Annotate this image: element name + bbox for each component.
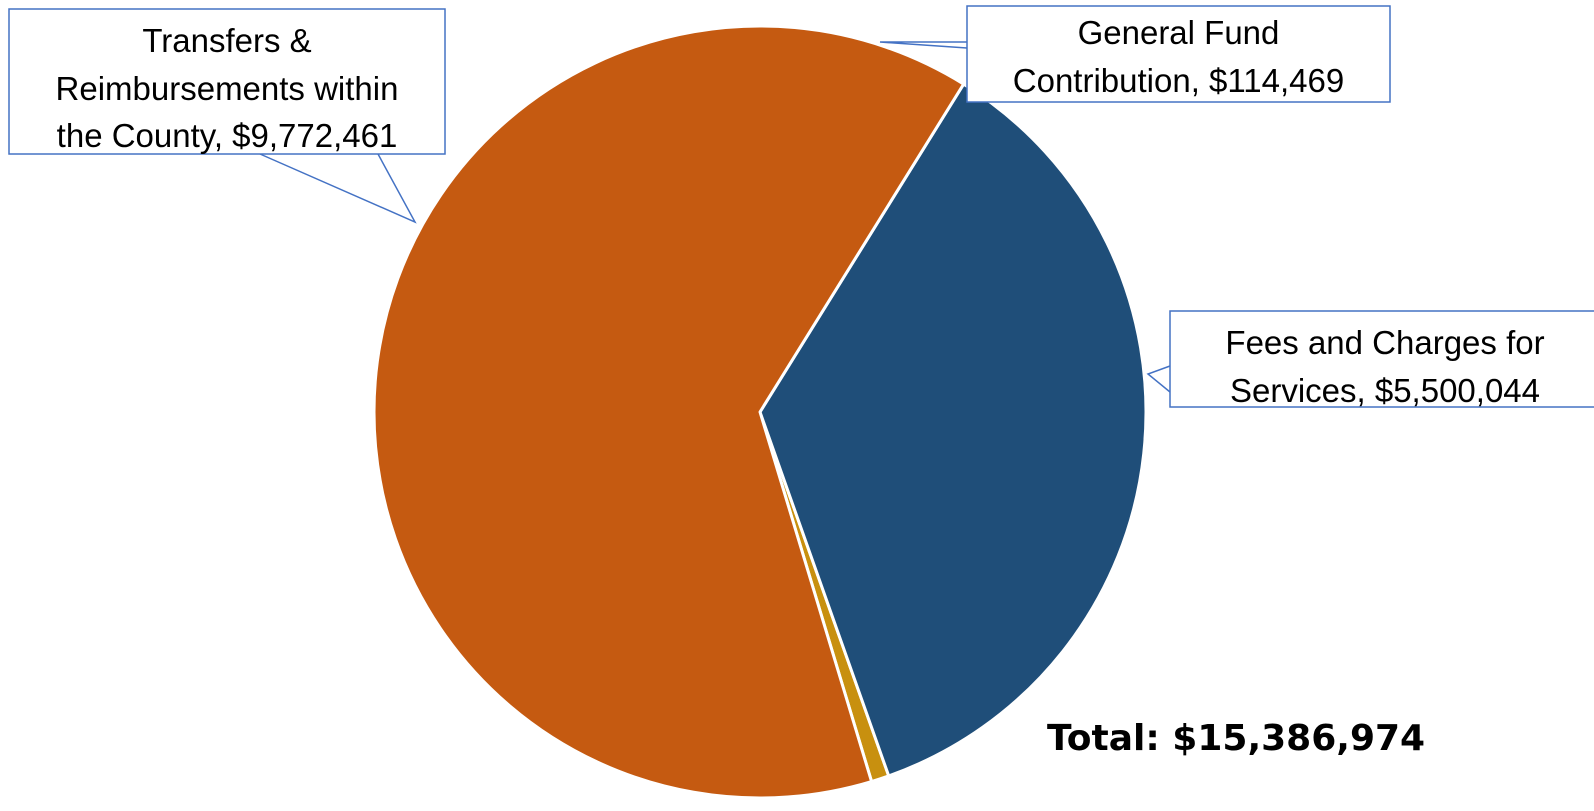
total-caption: Total: <box>1047 718 1160 759</box>
callout-leader <box>879 41 968 49</box>
callout-box <box>8 8 446 155</box>
data-label: Fees and Charges for <box>1225 324 1544 361</box>
data-label: Services, $5,500,044 <box>1230 372 1540 409</box>
total-label: Total: $15,386,974 <box>1047 718 1425 759</box>
data-label: General Fund <box>1078 14 1280 51</box>
callout-box <box>1169 310 1594 408</box>
callout-leader <box>259 153 417 224</box>
slice-callout: Transfers & Reimbursements within the Coun… <box>8 8 446 155</box>
callout-leaders <box>259 41 1171 393</box>
pie-slice <box>372 24 966 800</box>
total-value: $15,386,974 <box>1172 718 1425 759</box>
callout-box <box>966 5 1391 103</box>
callouts: General Fund Contribution, $114,469 Fees a… <box>8 5 1594 409</box>
pie-slices <box>372 24 1148 800</box>
slice-callout: Fees and Charges for Services, $5,500,044 <box>1169 310 1594 409</box>
callout-leader <box>1146 365 1171 393</box>
data-label: Reimbursements within <box>56 70 399 107</box>
data-label: Contribution, $114,469 <box>1013 62 1344 99</box>
data-label: Transfers & <box>142 22 311 59</box>
slice-callout: General Fund Contribution, $114,469 <box>966 5 1391 103</box>
data-label: the County, $9,772,461 <box>57 117 398 154</box>
